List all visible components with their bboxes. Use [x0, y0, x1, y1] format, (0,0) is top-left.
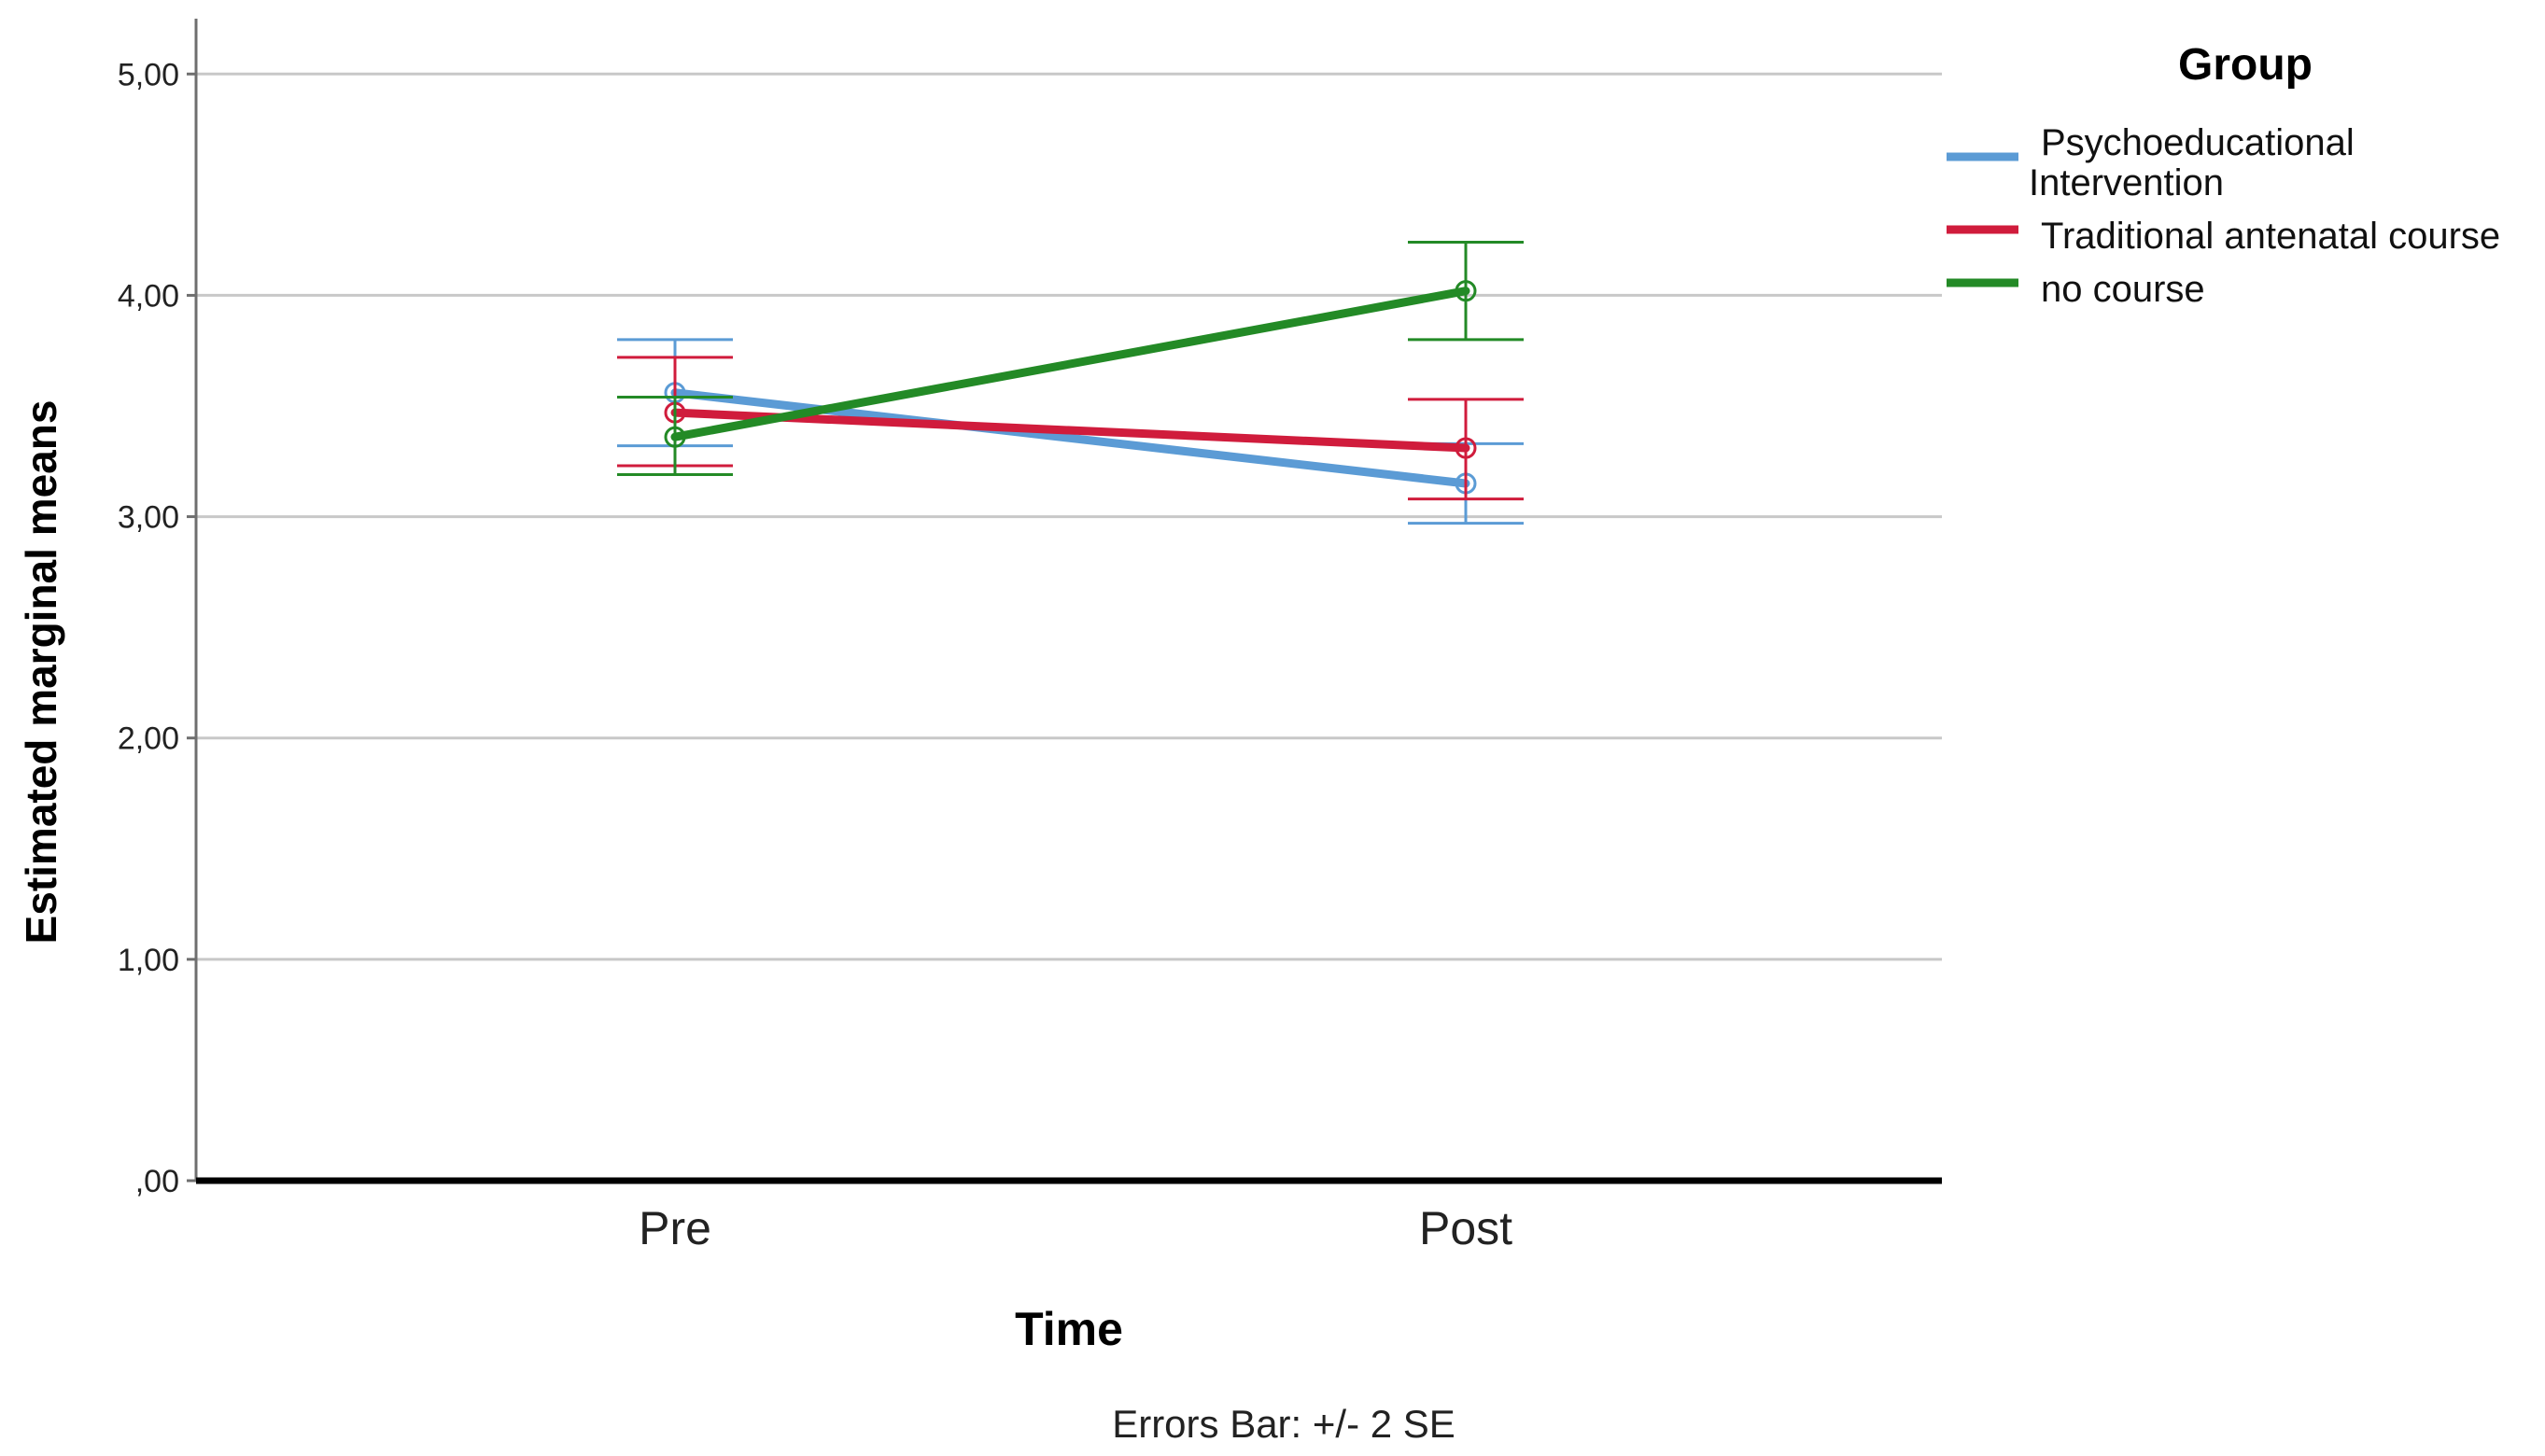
y-tick-label: 4,00: [118, 278, 179, 314]
y-axis-ticks: ,00 1,00 2,00 3,00 4,00 5,00: [118, 57, 196, 1199]
legend-label: no course: [2041, 269, 2205, 310]
legend-label: Intervention: [2029, 162, 2224, 203]
legend-label: Traditional antenatal course: [2041, 216, 2500, 257]
series-layer: [617, 243, 1524, 524]
x-tick-label: Pre: [639, 1202, 711, 1254]
error-bar-footnote: Errors Bar: +/- 2 SE: [1112, 1402, 1455, 1446]
series-line: [675, 291, 1466, 438]
legend-title: Group: [2178, 40, 2313, 90]
x-tick-label: Post: [1419, 1202, 1512, 1254]
x-axis-title: Time: [1015, 1303, 1123, 1355]
y-tick-label: 1,00: [118, 943, 179, 978]
y-tick-label: 5,00: [118, 57, 179, 92]
legend-item-2: no course: [1947, 269, 2205, 310]
legend-item-1: Traditional antenatal course: [1947, 216, 2500, 257]
x-axis-ticks: Pre Post: [639, 1202, 1512, 1254]
legend-label: Psychoeducational: [2041, 122, 2355, 163]
y-axis-title: Estimated marginal means: [17, 400, 65, 945]
y-tick-label: 2,00: [118, 721, 179, 757]
gridlines: [196, 74, 1942, 959]
y-tick-label: ,00: [135, 1164, 179, 1199]
series-line: [675, 393, 1466, 483]
plot-area: ,00 1,00 2,00 3,00 4,00 5,00 Pre Post: [118, 19, 1942, 1254]
y-tick-label: 3,00: [118, 500, 179, 536]
